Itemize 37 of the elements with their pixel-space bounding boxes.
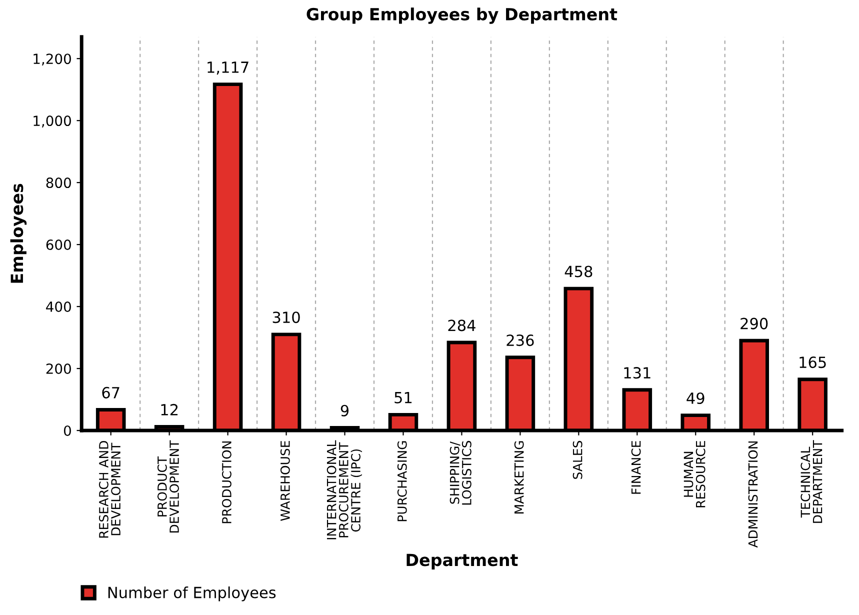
data-label: 165 — [800, 356, 826, 368]
y-tick-label: 1,000 — [34, 116, 71, 128]
x-tick-label: MARKETING — [514, 441, 524, 514]
data-label: 9 — [340, 404, 349, 416]
x-tick-label: HUMAN RESOURCE — [684, 441, 706, 508]
x-tick-label: PRODUCTION — [222, 441, 232, 524]
x-tick-label: SALES — [572, 440, 582, 479]
x-tick-label: RESEARCH AND DEVELOPMENT — [98, 440, 121, 538]
x-tick-label: INTERNATIONAL PROCUREMENT CENTRE (IPC) — [326, 440, 362, 540]
data-label: 284 — [448, 320, 476, 332]
y-tick-label: 0 — [64, 425, 71, 436]
data-label: 310 — [272, 312, 300, 324]
data-label: 458 — [564, 266, 592, 278]
x-tick-label: SHIPPING/ LOGISTICS — [450, 440, 472, 505]
x-tick-label: FINANCE — [631, 441, 641, 494]
legend-label: Number of Employees — [108, 586, 276, 602]
x-axis-title: Department — [406, 554, 518, 570]
y-tick-label: 800 — [46, 178, 71, 188]
y-tick-label: 1,200 — [34, 54, 71, 66]
data-label: 49 — [686, 392, 704, 404]
data-label: 131 — [624, 367, 650, 379]
x-tick-label: WAREHOUSE — [280, 441, 290, 521]
data-label: 236 — [506, 334, 534, 346]
data-label: 1,117 — [208, 62, 248, 75]
x-tick-label: PRODUCT DEVELOPMENT — [157, 440, 179, 533]
y-tick-label: 200 — [46, 363, 71, 374]
chart-title: Group Employees by Department — [306, 8, 618, 24]
x-tick-label: TECHNICAL DEPARTMENT — [800, 440, 822, 523]
x-tick-label: ADMINISTRATION — [748, 441, 758, 548]
y-tick-label: 600 — [46, 240, 71, 250]
data-label: 51 — [394, 392, 412, 404]
x-tick-label: PURCHASING — [397, 441, 407, 522]
data-label: 290 — [740, 318, 768, 330]
y-axis-title: Employees — [10, 184, 27, 283]
y-tick-label: 400 — [46, 302, 71, 312]
data-label: 12 — [161, 404, 178, 416]
data-label: 67 — [102, 386, 120, 398]
